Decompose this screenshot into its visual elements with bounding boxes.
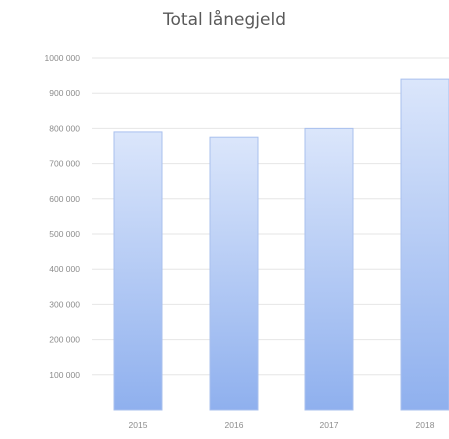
x-tick-label: 2016 [225, 420, 244, 430]
y-tick-label: 800 000 [49, 123, 80, 133]
gridlines [92, 57, 449, 376]
y-tick-label: 600 000 [49, 194, 80, 204]
bars [113, 78, 449, 411]
y-tick-label: 700 000 [49, 159, 80, 169]
y-tick-label: 500 000 [49, 229, 80, 239]
bar-2018 [400, 78, 449, 411]
x-tick-label: 2015 [129, 420, 148, 430]
x-tick-label: 2017 [320, 420, 339, 430]
y-tick-label: 100 000 [49, 370, 80, 380]
y-tick-label: 1000 000 [45, 53, 81, 63]
bar-2017 [304, 127, 354, 411]
x-tick-label: 2018 [416, 420, 435, 430]
chart-title: Total lånegjeld [163, 10, 286, 30]
y-axis-ticks: 100 000 200 000 300 000 400 000 500 000 600 0… [45, 53, 81, 380]
y-tick-label: 400 000 [49, 264, 80, 274]
bar-2016 [209, 136, 259, 411]
y-tick-label: 900 000 [49, 88, 80, 98]
bar-2015 [113, 131, 163, 411]
y-tick-label: 300 000 [49, 299, 80, 309]
y-tick-label: 200 000 [49, 335, 80, 345]
x-axis-ticks: 2015 2016 2017 2018 [129, 420, 435, 430]
